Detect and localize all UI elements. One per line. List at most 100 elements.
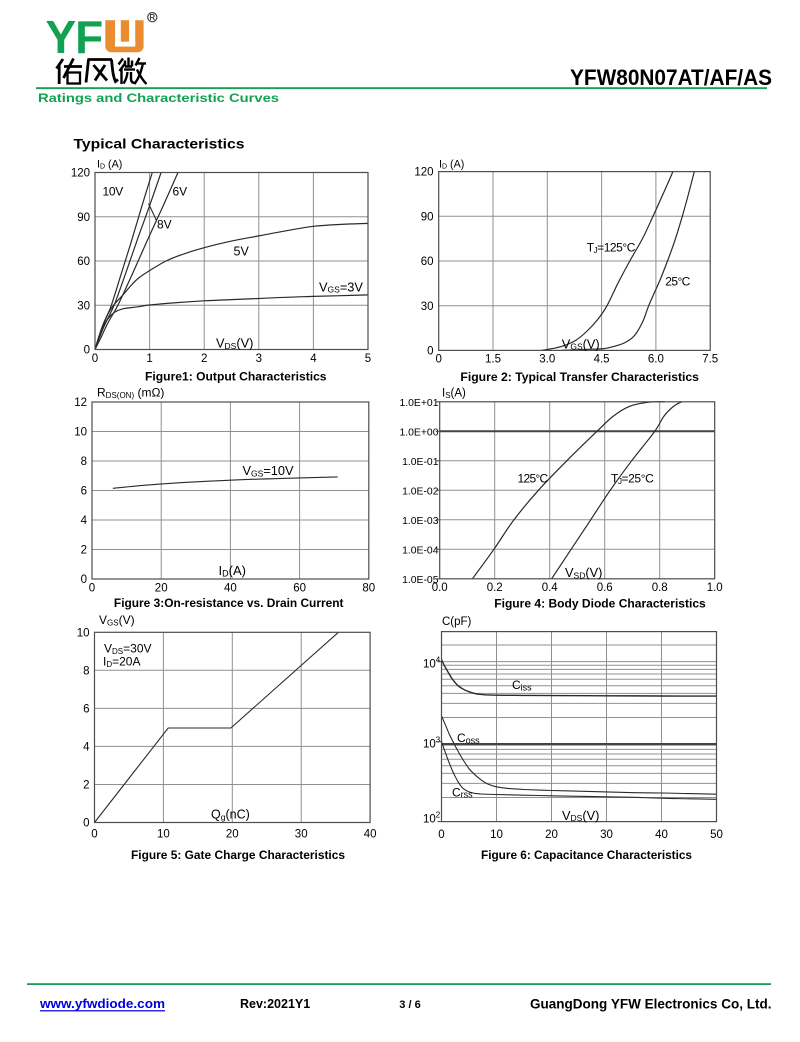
svg-text:80: 80 bbox=[362, 582, 375, 594]
svg-text:0: 0 bbox=[91, 829, 97, 841]
svg-text:Ratings and Characteristic Cur: Ratings and Characteristic Curves bbox=[38, 91, 279, 105]
svg-text:6: 6 bbox=[83, 704, 89, 716]
svg-text:1.0E-05: 1.0E-05 bbox=[402, 575, 439, 586]
svg-text:3.0: 3.0 bbox=[539, 354, 555, 366]
svg-text:IS​(A): IS​(A) bbox=[442, 388, 466, 400]
svg-text:30: 30 bbox=[77, 300, 90, 312]
svg-text:0: 0 bbox=[83, 818, 89, 830]
svg-text:20: 20 bbox=[155, 582, 168, 594]
svg-text:90: 90 bbox=[77, 212, 90, 224]
svg-text:ID​ (A): ID​ (A) bbox=[97, 158, 122, 170]
svg-text:8: 8 bbox=[81, 456, 87, 468]
svg-text:0.8: 0.8 bbox=[652, 582, 668, 594]
svg-text:VGS​=3V: VGS​=3V bbox=[319, 279, 363, 294]
svg-text:60: 60 bbox=[293, 582, 306, 594]
svg-text:0: 0 bbox=[427, 346, 433, 358]
svg-text:25°C: 25°C bbox=[665, 275, 690, 289]
svg-text:TJ​=125°C: TJ​=125°C bbox=[587, 241, 636, 255]
svg-text:3 / 6: 3 / 6 bbox=[399, 999, 420, 1011]
svg-text:6.0: 6.0 bbox=[648, 354, 664, 366]
svg-text:0.4: 0.4 bbox=[542, 582, 559, 594]
svg-text:VGS​(V): VGS​(V) bbox=[99, 613, 135, 627]
svg-text:30: 30 bbox=[295, 829, 308, 841]
svg-text:Ciss​: Ciss​ bbox=[512, 678, 532, 692]
svg-text:6: 6 bbox=[81, 486, 87, 498]
svg-text:90: 90 bbox=[421, 211, 434, 223]
svg-text:2: 2 bbox=[81, 545, 87, 557]
svg-text:VGS​=10V: VGS​=10V bbox=[243, 463, 295, 478]
svg-text:10: 10 bbox=[74, 427, 87, 439]
svg-text:125°C: 125°C bbox=[518, 472, 549, 486]
svg-text:0.6: 0.6 bbox=[597, 582, 613, 594]
svg-text:10V: 10V bbox=[103, 185, 124, 199]
svg-text:1.0E-03: 1.0E-03 bbox=[402, 516, 439, 527]
svg-text:10: 10 bbox=[157, 829, 170, 841]
svg-text:Figure 2: Typical Transfer Cha: Figure 2: Typical Transfer Characteristi… bbox=[460, 372, 699, 384]
svg-text:ID​(A): ID​(A) bbox=[219, 563, 246, 578]
svg-text:5V: 5V bbox=[234, 245, 250, 259]
svg-text:8V: 8V bbox=[157, 218, 172, 232]
svg-text:VDS​=30V: VDS​=30V bbox=[104, 642, 152, 656]
svg-text:VSD​(V): VSD​(V) bbox=[565, 565, 602, 580]
svg-text:C(pF): C(pF) bbox=[442, 616, 472, 628]
svg-text:120: 120 bbox=[414, 167, 433, 179]
svg-text:30: 30 bbox=[421, 301, 434, 313]
svg-text:0.0: 0.0 bbox=[432, 582, 448, 594]
svg-text:0: 0 bbox=[84, 345, 90, 357]
svg-text:Typical Characteristics: Typical Characteristics bbox=[74, 136, 245, 152]
svg-text:0: 0 bbox=[435, 354, 441, 366]
svg-text:10: 10 bbox=[77, 627, 90, 639]
svg-text:Crss​: Crss​ bbox=[452, 785, 473, 799]
svg-text:4: 4 bbox=[310, 353, 317, 365]
svg-text:60: 60 bbox=[77, 256, 90, 268]
svg-text:3: 3 bbox=[256, 353, 262, 365]
svg-text:YFW80N07AT/AF/AS: YFW80N07AT/AF/AS bbox=[570, 65, 772, 90]
svg-text:YF: YF bbox=[46, 11, 103, 63]
svg-text:60: 60 bbox=[421, 256, 434, 268]
svg-text:4: 4 bbox=[81, 515, 88, 527]
svg-text:Rev:2021Y1: Rev:2021Y1 bbox=[240, 997, 310, 1011]
svg-text:1.0: 1.0 bbox=[707, 582, 723, 594]
svg-text:1.0E-02: 1.0E-02 bbox=[402, 486, 439, 497]
svg-text:4: 4 bbox=[83, 742, 90, 754]
svg-text:40: 40 bbox=[655, 829, 668, 841]
svg-text:30: 30 bbox=[600, 829, 613, 841]
svg-text:0: 0 bbox=[438, 829, 444, 841]
svg-text:40: 40 bbox=[364, 829, 377, 841]
svg-text:0.2: 0.2 bbox=[487, 582, 503, 594]
svg-text:103: 103 bbox=[423, 736, 441, 751]
svg-text:Figure 5: Gate Charge Characte: Figure 5: Gate Charge Characteristics bbox=[131, 850, 345, 862]
svg-text:Figure 3:On-resistance vs. Dra: Figure 3:On-resistance vs. Drain Current bbox=[114, 598, 344, 610]
svg-text:4.5: 4.5 bbox=[594, 354, 610, 366]
svg-text:20: 20 bbox=[545, 829, 558, 841]
svg-text:Coss​: Coss​ bbox=[457, 731, 480, 745]
svg-text:1.0E-01: 1.0E-01 bbox=[402, 457, 439, 468]
svg-text:R: R bbox=[149, 13, 155, 22]
svg-text:1.0E-04: 1.0E-04 bbox=[402, 545, 439, 556]
svg-text:VDS​(V): VDS​(V) bbox=[216, 336, 253, 351]
svg-text:TJ​=25°C: TJ​=25°C bbox=[611, 472, 654, 486]
svg-text:7.5: 7.5 bbox=[702, 354, 718, 366]
svg-text:40: 40 bbox=[224, 582, 237, 594]
svg-text:0: 0 bbox=[81, 574, 87, 586]
svg-text:1: 1 bbox=[146, 353, 152, 365]
svg-text:RDS(ON)​ (mΩ): RDS(ON)​ (mΩ) bbox=[97, 386, 164, 400]
svg-text:0: 0 bbox=[92, 353, 98, 365]
svg-text:ID​=20A: ID​=20A bbox=[103, 655, 140, 669]
svg-text:0: 0 bbox=[89, 582, 95, 594]
svg-text:5: 5 bbox=[365, 353, 371, 365]
svg-text:120: 120 bbox=[71, 168, 90, 180]
svg-text:VGS​(V): VGS​(V) bbox=[562, 336, 600, 351]
svg-text:Figure 4: Body Diode Character: Figure 4: Body Diode Characteristics bbox=[494, 599, 706, 611]
svg-text:2: 2 bbox=[83, 780, 89, 792]
svg-text:1.0E+01: 1.0E+01 bbox=[399, 398, 438, 409]
svg-text:8: 8 bbox=[83, 665, 89, 677]
svg-text:50: 50 bbox=[710, 829, 723, 841]
svg-text:VDS​(V): VDS​(V) bbox=[562, 808, 599, 823]
svg-text:Figure1: Output Characteristic: Figure1: Output Characteristics bbox=[145, 372, 327, 384]
svg-text:20: 20 bbox=[226, 829, 239, 841]
svg-text:Qg​(nC): Qg​(nC) bbox=[211, 808, 250, 822]
svg-text:GuangDong YFW Electronics Co,: GuangDong YFW Electronics Co, Ltd. bbox=[530, 997, 772, 1012]
svg-text:1.0E+00: 1.0E+00 bbox=[399, 427, 438, 438]
svg-text:104: 104 bbox=[423, 656, 441, 671]
